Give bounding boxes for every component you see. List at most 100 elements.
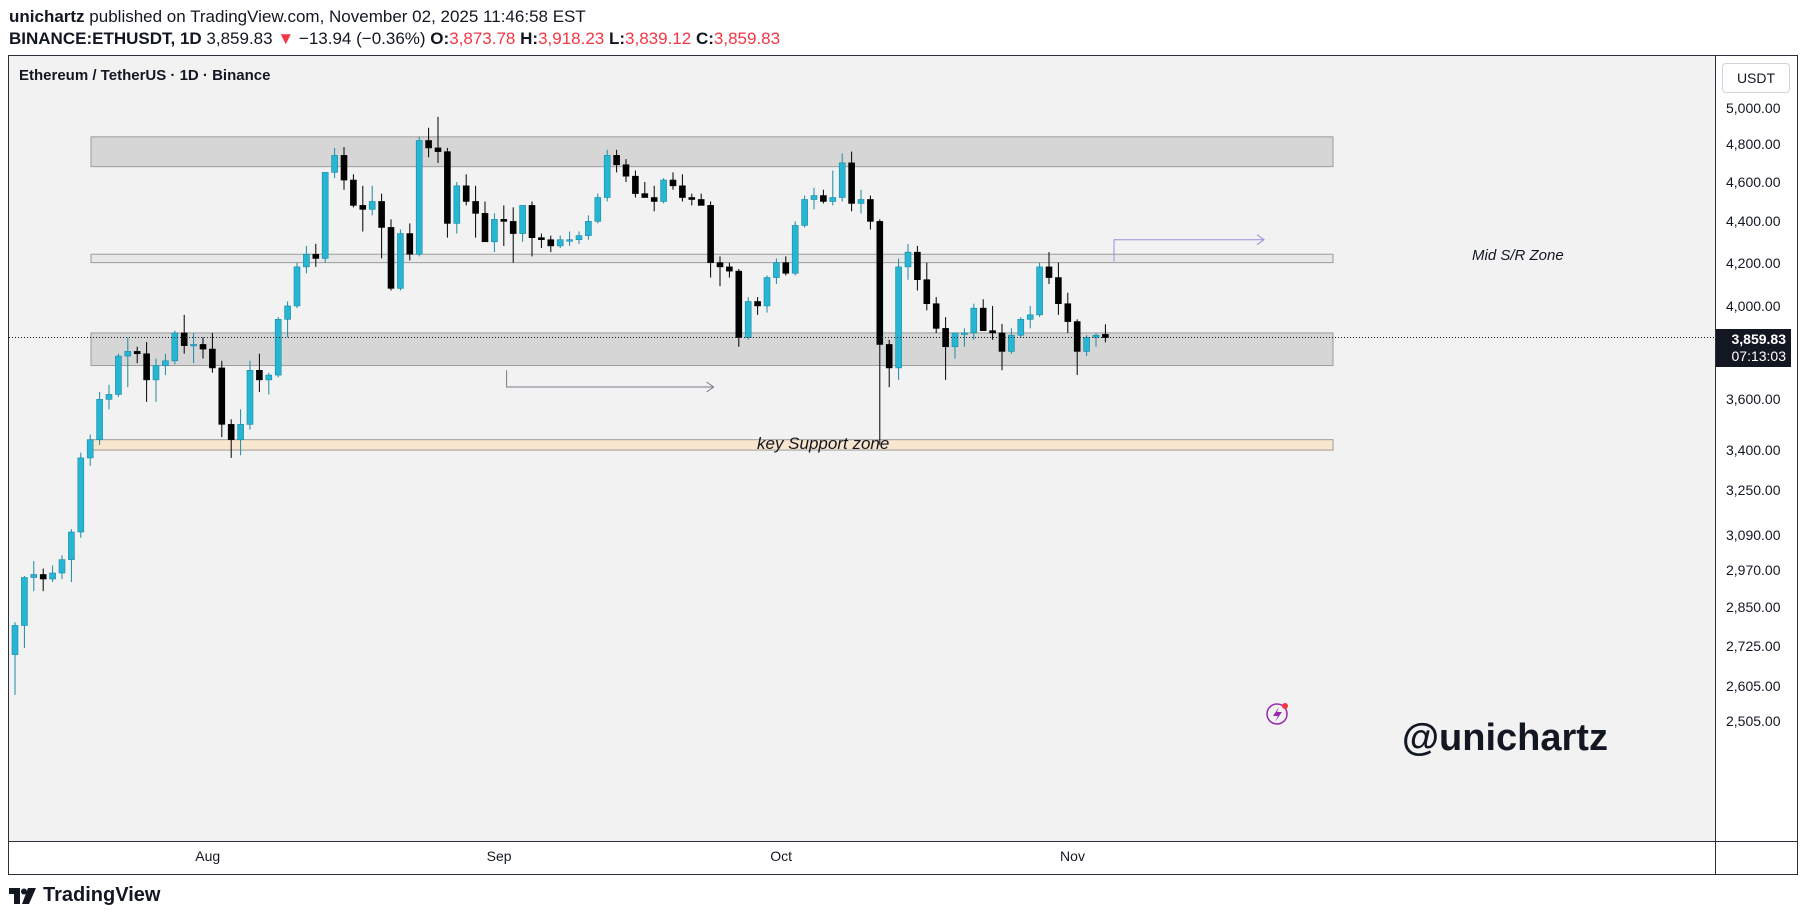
currency-unit-button[interactable]: USDT <box>1722 63 1790 93</box>
mid-sr-arrow-line <box>1113 239 1264 262</box>
tradingview-logo[interactable]: TradingView <box>9 884 160 907</box>
candle-down <box>1045 266 1053 278</box>
price-tick-label: 4,600.00 <box>1726 173 1781 190</box>
candle-down <box>209 348 216 369</box>
candle-down <box>312 253 320 259</box>
candle-up <box>49 572 56 580</box>
time-tick-label: Sep <box>486 848 512 864</box>
open-label: O: <box>430 29 450 48</box>
price-tick-label: 4,200.00 <box>1726 254 1781 271</box>
price-tick-label: 3,250.00 <box>1726 482 1781 499</box>
candle-up <box>274 319 282 376</box>
candle-up <box>575 235 583 241</box>
candle-down <box>876 221 884 345</box>
lightning-bolt-icon <box>1273 707 1282 722</box>
lightning-badge-icon <box>1266 703 1288 725</box>
last-price-value: 3,859.83 <box>1731 330 1787 347</box>
candle-up <box>556 239 564 247</box>
candle-up <box>603 155 611 198</box>
candle-down <box>998 332 1006 352</box>
candle-down <box>199 344 207 350</box>
candle-down <box>735 270 743 338</box>
candle-up <box>105 394 113 400</box>
price-axis-divider <box>1715 56 1716 874</box>
candle-down <box>923 279 931 305</box>
candle-down <box>528 205 536 238</box>
candle-down <box>622 164 630 177</box>
symbol-label[interactable]: BINANCE:ETHUSDT, 1D <box>9 29 202 48</box>
candle-up <box>115 355 122 395</box>
candle-up <box>1026 314 1034 320</box>
candle-up <box>895 266 902 369</box>
candle-up <box>773 262 780 278</box>
candle-up <box>368 201 376 210</box>
candle-up <box>68 531 75 560</box>
price-tick-label: 4,400.00 <box>1726 213 1781 230</box>
last-price-label: 3,859.83 07:13:03 <box>1716 328 1791 367</box>
candle-down <box>716 262 724 268</box>
candle-down <box>143 353 150 381</box>
candle-up <box>162 360 169 366</box>
candle-down <box>434 147 442 152</box>
candle-down <box>387 227 395 289</box>
candle-up <box>321 172 329 259</box>
candle-up <box>838 162 846 198</box>
candle-up <box>265 374 273 381</box>
time-tick-label: Oct <box>770 848 792 864</box>
candle-down <box>133 351 141 355</box>
candle-down <box>932 303 940 329</box>
candle-down <box>1064 303 1072 322</box>
candle-down <box>1055 277 1062 305</box>
candle-down <box>1073 321 1081 352</box>
chart-title: Ethereum / TetherUS · 1D · Binance <box>19 67 271 84</box>
top-resistance-zone <box>90 136 1334 168</box>
lower-support-zone <box>90 439 1334 451</box>
close-label: C: <box>695 29 714 48</box>
candle-down <box>227 424 235 440</box>
candle-down <box>979 307 987 331</box>
candle-down <box>256 369 263 381</box>
candle-down <box>481 213 489 243</box>
candle-down <box>754 301 761 307</box>
candle-up <box>566 239 573 242</box>
price-tick-label: 2,605.00 <box>1726 678 1781 695</box>
candle-down <box>697 199 705 206</box>
candle-down <box>444 151 451 224</box>
candle-up <box>11 625 19 655</box>
candle-up <box>660 179 667 202</box>
candle-down <box>39 574 47 580</box>
candle-up <box>331 155 338 173</box>
candle-down <box>867 199 874 222</box>
open-value: 3,873.78 <box>449 29 516 48</box>
price-tick-label: 4,800.00 <box>1726 136 1781 153</box>
candle-down <box>350 179 357 206</box>
support-arrow-line <box>506 370 714 388</box>
symbol-ohlc-line: BINANCE:ETHUSDT, 1D 3,859.83 ▼ −13.94 (−… <box>9 29 780 49</box>
price-tick-label: 2,725.00 <box>1726 638 1781 655</box>
candle-down <box>632 175 639 194</box>
candle-down <box>650 197 658 202</box>
candle-up <box>397 233 404 289</box>
price-tick-label: 3,090.00 <box>1726 526 1781 543</box>
candle-up <box>791 225 799 274</box>
price-tick-label: 5,000.00 <box>1726 100 1781 116</box>
candle-down <box>406 233 414 255</box>
candle-up <box>904 251 912 268</box>
author-name[interactable]: unichartz <box>9 7 85 26</box>
key-support-annotation: key Support zone <box>757 434 890 453</box>
published-text: published on TradingView.com, November 0… <box>89 7 586 26</box>
price-tick-label: 4,000.00 <box>1726 297 1781 314</box>
notification-dot <box>1282 703 1288 709</box>
candle-down <box>378 201 385 228</box>
candle-down <box>848 162 855 204</box>
candle-up <box>453 185 461 224</box>
candle-down <box>425 140 432 149</box>
time-tick-label: Aug <box>195 848 221 864</box>
price-tick-label: 3,400.00 <box>1726 442 1781 459</box>
candle-down <box>500 219 508 222</box>
candle-down <box>509 221 517 234</box>
candle-up <box>491 219 498 243</box>
candle-up <box>951 332 959 348</box>
candle-down <box>472 201 479 214</box>
